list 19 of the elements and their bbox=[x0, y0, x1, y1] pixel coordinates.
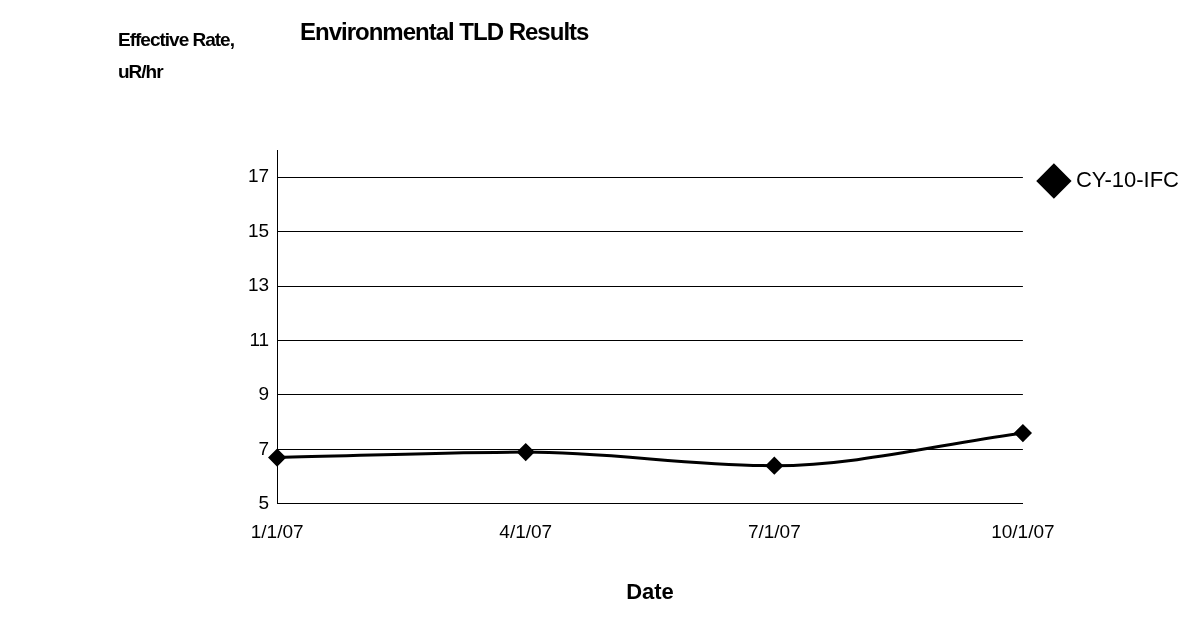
x-tick-label: 10/1/07 bbox=[991, 521, 1055, 543]
legend-label: CY-10-IFC bbox=[1075, 167, 1180, 193]
y-tick-label: 5 bbox=[258, 492, 270, 514]
point bbox=[1014, 424, 1032, 442]
x-tick-label: 4/1/07 bbox=[499, 521, 553, 543]
y-tick-label: 11 bbox=[249, 328, 270, 350]
point bbox=[517, 443, 535, 461]
y-tick-label: 7 bbox=[258, 437, 270, 459]
y-axis-title: Effective Rate, uR/hr bbox=[118, 28, 235, 84]
chart-title: Environmental TLD Results bbox=[300, 18, 589, 46]
y-tick-label: 13 bbox=[247, 274, 270, 296]
y-tick-label: 15 bbox=[247, 219, 270, 241]
y-tick-label: 17 bbox=[247, 165, 270, 187]
x-axis-title: Date bbox=[626, 578, 674, 604]
point bbox=[268, 449, 286, 467]
point bbox=[765, 457, 783, 475]
x-tick-label: 1/1/07 bbox=[250, 521, 304, 543]
y-tick-label: 9 bbox=[258, 383, 270, 405]
x-tick-label: 7/1/07 bbox=[747, 521, 801, 543]
